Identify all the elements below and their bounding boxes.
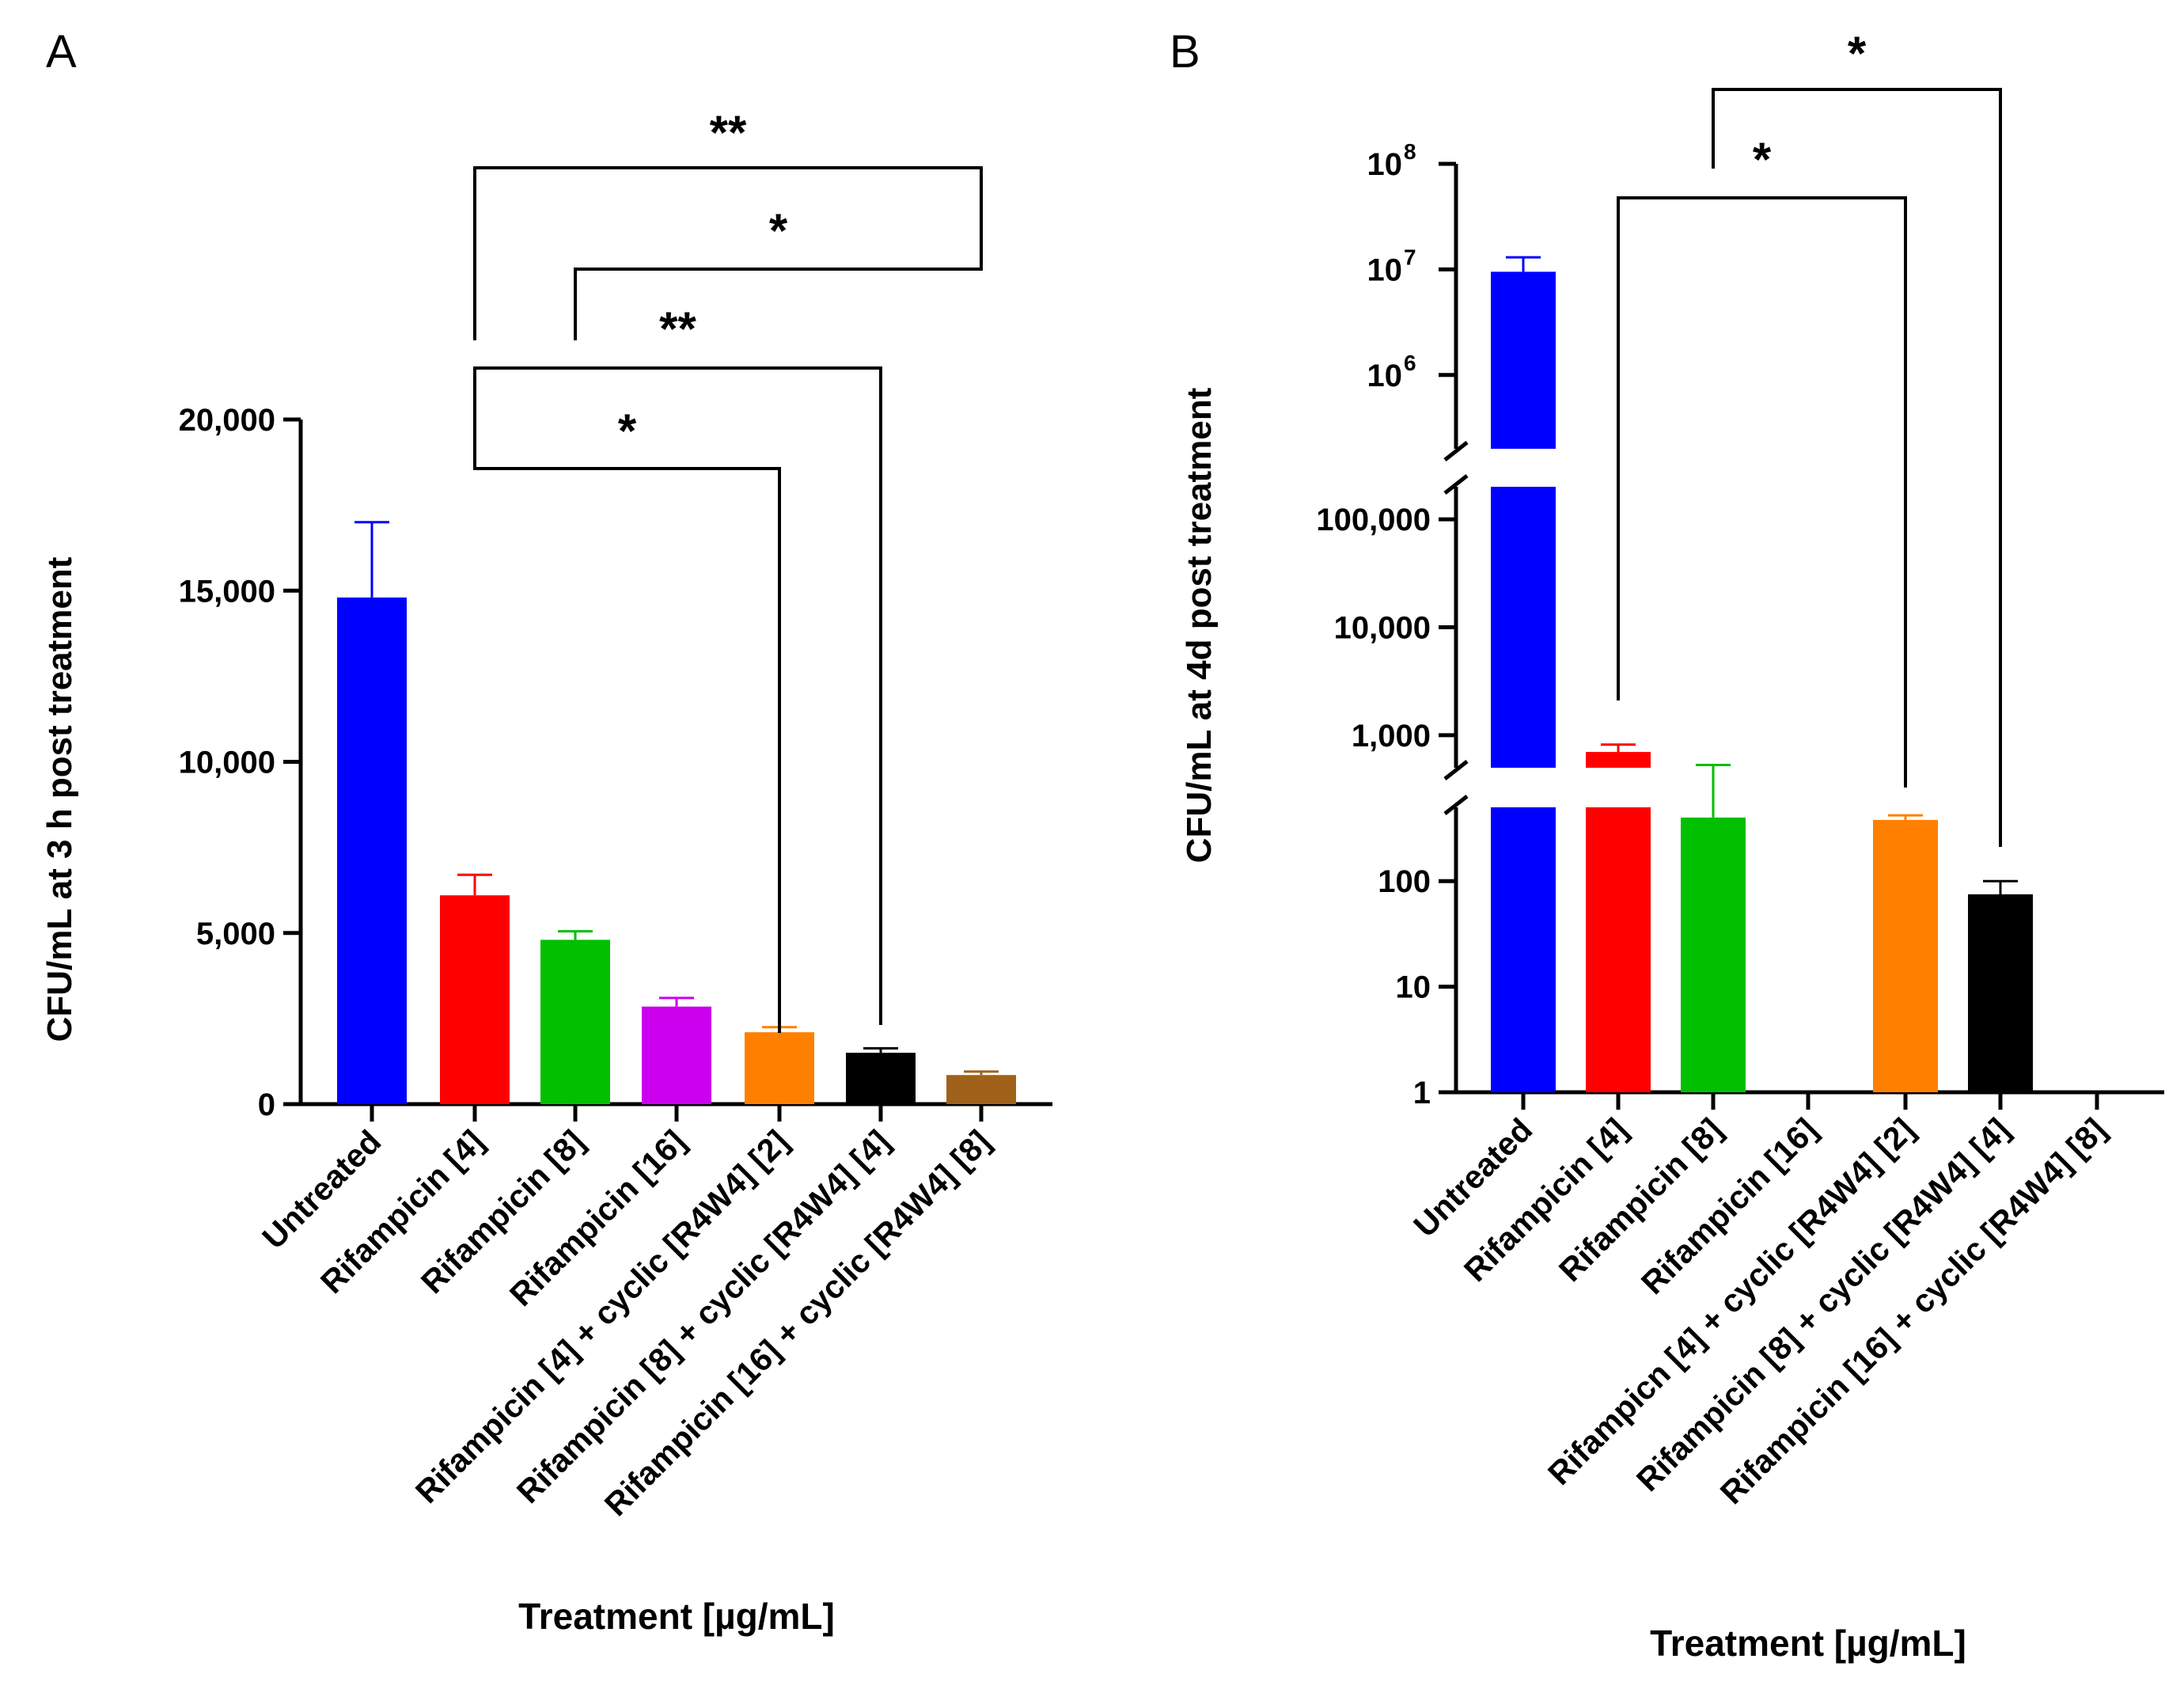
panel-a-letter: A bbox=[46, 26, 77, 78]
bar bbox=[337, 597, 407, 1104]
x-axis-title: Treatment [µg/mL] bbox=[518, 1596, 835, 1637]
axis-break-mark bbox=[1443, 760, 1469, 780]
y-tick-label: 10 bbox=[1367, 147, 1403, 182]
significance-label: * bbox=[618, 404, 637, 457]
y-tick-label: 10 bbox=[1367, 359, 1403, 393]
y-tick-label: 10 bbox=[1367, 252, 1403, 287]
bar bbox=[1681, 817, 1746, 1092]
significance-bracket bbox=[473, 366, 882, 1025]
y-tick-exponent: 8 bbox=[1404, 139, 1416, 164]
significance-label: * bbox=[769, 204, 788, 257]
x-tick-label: Rifampicin [4] + cyclic [R4W4] [2] bbox=[408, 1123, 795, 1510]
y-tick-label: 1,000 bbox=[1352, 719, 1431, 753]
axis-break-mark bbox=[1443, 795, 1469, 815]
significance-bracket bbox=[473, 166, 983, 340]
y-tick-label: 20,000 bbox=[179, 403, 275, 438]
x-tick-label: Rifampicin [8] bbox=[1552, 1111, 1729, 1289]
panel-a-chart: 05,00010,00015,00020,000UntreatedRifampi… bbox=[40, 106, 1052, 1637]
x-tick-label: Rifampicin [16] bbox=[502, 1123, 692, 1313]
bar bbox=[846, 1053, 916, 1104]
bar bbox=[1873, 819, 1938, 1092]
y-axis-title: CFU/mL at 3 h post treatment bbox=[40, 556, 79, 1042]
significance-label: ** bbox=[659, 302, 696, 355]
x-axis-title: Treatment [µg/mL] bbox=[1650, 1623, 1966, 1664]
significance-label: * bbox=[1753, 133, 1772, 186]
y-axis-title: CFU/mL at 4d post treatment bbox=[1180, 387, 1219, 863]
bar bbox=[1491, 487, 1556, 768]
y-tick-label: 100 bbox=[1378, 864, 1431, 899]
y-tick-exponent: 7 bbox=[1404, 245, 1416, 269]
bar bbox=[1586, 807, 1651, 1092]
significance-label: * bbox=[1848, 27, 1867, 80]
y-tick-label: 100,000 bbox=[1316, 503, 1431, 537]
bar bbox=[1968, 894, 2033, 1092]
y-tick-exponent: 6 bbox=[1404, 351, 1416, 375]
significance-bracket bbox=[574, 237, 983, 340]
bar bbox=[642, 1006, 711, 1104]
y-tick-label: 15,000 bbox=[179, 574, 275, 609]
panel-b-letter: B bbox=[1170, 26, 1200, 78]
bar bbox=[440, 895, 510, 1104]
bar bbox=[1491, 807, 1556, 1092]
significance-label: ** bbox=[710, 106, 747, 159]
significance-bracket bbox=[1712, 88, 2002, 847]
bar bbox=[540, 940, 610, 1104]
bar bbox=[1491, 271, 1556, 449]
y-tick-label: 1 bbox=[1413, 1076, 1431, 1110]
axis-break-mark bbox=[1443, 441, 1469, 461]
bar bbox=[1586, 752, 1651, 768]
bar bbox=[946, 1075, 1016, 1104]
axis-break-mark bbox=[1443, 474, 1469, 495]
y-tick-label: 10,000 bbox=[1334, 611, 1431, 646]
y-tick-label: 0 bbox=[258, 1088, 275, 1122]
bar bbox=[745, 1032, 814, 1104]
significance-bracket bbox=[1617, 196, 1907, 788]
significance-bracket bbox=[473, 439, 781, 1033]
y-tick-label: 10,000 bbox=[179, 746, 275, 780]
x-tick-label: Rifampicin [4] bbox=[1457, 1111, 1634, 1289]
y-tick-label: 10 bbox=[1396, 970, 1431, 1005]
x-tick-label: Rifampicin [8] + cyclic [R4W4] [4] bbox=[510, 1123, 897, 1510]
y-tick-label: 5,000 bbox=[196, 917, 275, 951]
x-tick-label: Rifampicin [16] bbox=[1634, 1111, 1824, 1301]
